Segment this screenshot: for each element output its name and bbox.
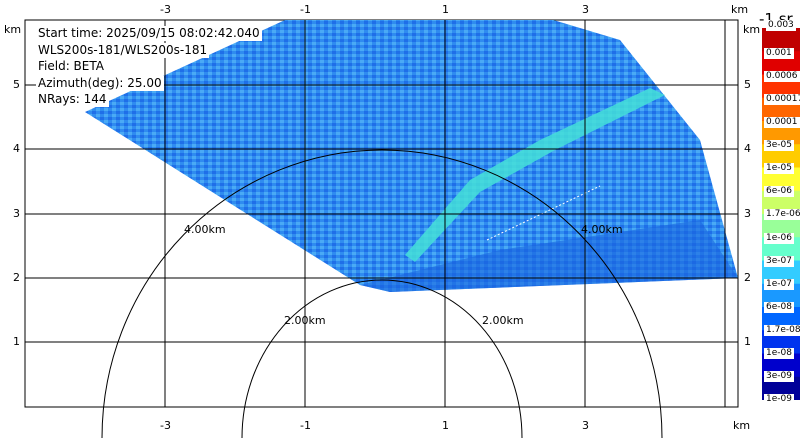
colorbar-swatch xyxy=(762,28,800,52)
y-tick-right: 4 xyxy=(744,142,751,155)
y-tick-right: 5 xyxy=(744,78,751,91)
azimuth-label: Azimuth(deg): 25.00 xyxy=(36,76,164,91)
y-tick-left: 5 xyxy=(13,78,20,91)
x-unit-top: km xyxy=(731,3,749,16)
colorbar-label: 6e-06 xyxy=(764,186,794,198)
ring-label-4km-left: 4.00km xyxy=(184,223,226,236)
x-tick-bottom: -3 xyxy=(160,419,171,432)
beta-near-ground xyxy=(360,220,738,292)
y-tick-left: 4 xyxy=(13,142,20,155)
y-unit-left: km xyxy=(4,23,22,36)
colorbar-label: 1.7e-06 xyxy=(764,209,800,221)
y-tick-left: 3 xyxy=(13,207,20,220)
x-tick-top: -3 xyxy=(160,3,171,16)
y-tick-left: 2 xyxy=(13,271,20,284)
colorbar-label: 1e-06 xyxy=(764,232,794,244)
colorbar-label: 1e-08 xyxy=(764,347,794,359)
y-unit-right: km xyxy=(743,23,761,36)
colorbar-label: 3e-09 xyxy=(764,370,794,382)
colorbar-label: 0.00017 xyxy=(764,94,800,106)
y-tick-right: 3 xyxy=(744,207,751,220)
beta-streak xyxy=(486,185,601,241)
colorbar-label: 0.0006 xyxy=(764,71,800,83)
y-tick-right: 1 xyxy=(744,335,751,348)
colorbar-label: 0.001 xyxy=(764,48,794,59)
x-tick-bottom: -1 xyxy=(300,419,311,432)
x-unit-bottom: km xyxy=(733,419,751,432)
instrument-label: WLS200s-181/WLS200s-181 xyxy=(36,43,210,58)
colorbar-label: 3e-07 xyxy=(764,255,794,267)
range-rings xyxy=(101,149,663,438)
colorbar-label: 1e-07 xyxy=(764,278,794,290)
x-tick-top: -1 xyxy=(300,3,311,16)
ring-label-2km-right: 2.00km xyxy=(482,314,524,327)
y-tick-right: 2 xyxy=(744,271,751,284)
x-tick-top: 3 xyxy=(582,3,589,16)
colorbar-label: 0.0001 xyxy=(764,117,800,129)
nrays-label: NRays: 144 xyxy=(36,92,109,107)
colorbar-label: 3e-05 xyxy=(764,140,794,152)
colorbar-label: 1e-09 xyxy=(764,394,794,405)
colorbar-label: 0.003 xyxy=(766,20,796,31)
y-tick-left: 1 xyxy=(13,335,20,348)
beta-sector xyxy=(85,20,738,292)
ring-label-2km-left: 2.00km xyxy=(284,314,326,327)
x-tick-bottom: 1 xyxy=(442,419,449,432)
beta-layer xyxy=(405,88,665,262)
colorbar-label: 1e-05 xyxy=(764,163,794,175)
start-time-label: Start time: 2025/09/15 08:02:42.040 xyxy=(36,26,262,41)
ring-label-4km-right: 4.00km xyxy=(581,223,623,236)
colorbar-swatch xyxy=(762,283,800,308)
colorbar-label: 6e-08 xyxy=(764,301,794,313)
x-tick-top: 1 xyxy=(442,3,449,16)
x-tick-bottom: 3 xyxy=(582,419,589,432)
field-label: Field: BETA xyxy=(36,59,106,74)
colorbar-label: 1.7e-08 xyxy=(764,324,800,336)
